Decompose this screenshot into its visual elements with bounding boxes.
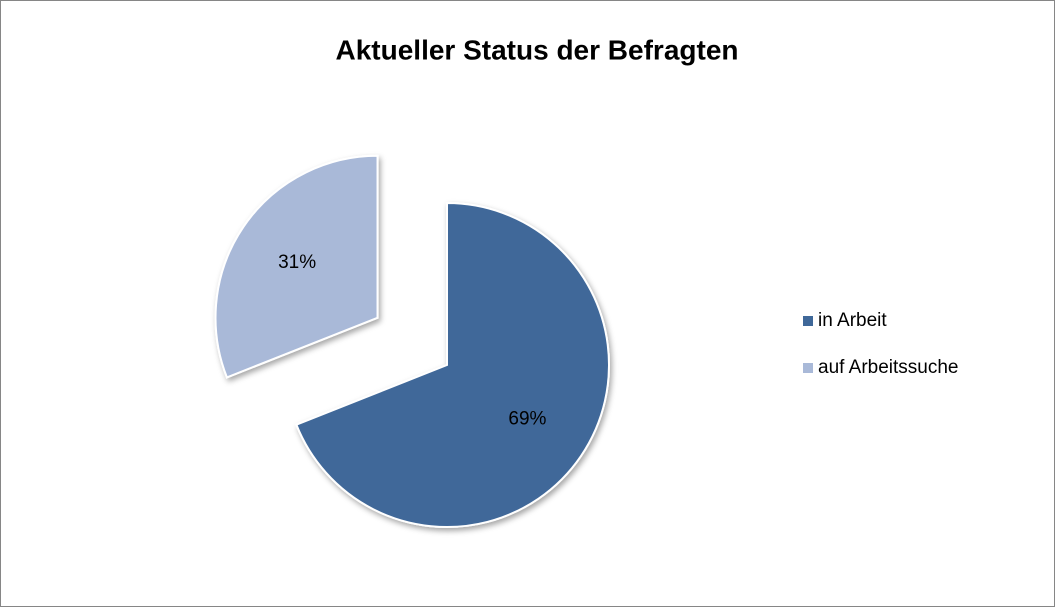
data-label: 31%	[278, 252, 316, 273]
data-label: 69%	[508, 409, 546, 430]
legend-swatch	[803, 316, 813, 326]
legend-label: in Arbeit	[818, 310, 887, 331]
chart-title: Aktueller Status der Befragten	[336, 34, 739, 65]
pie: 69% 31%	[214, 154, 610, 528]
pie-slice	[295, 201, 610, 528]
legend: in Arbeit auf Arbeitssuche	[803, 310, 958, 378]
legend-swatch	[803, 363, 813, 373]
pie-slice	[214, 154, 379, 379]
legend-label: auf Arbeitssuche	[818, 357, 958, 378]
